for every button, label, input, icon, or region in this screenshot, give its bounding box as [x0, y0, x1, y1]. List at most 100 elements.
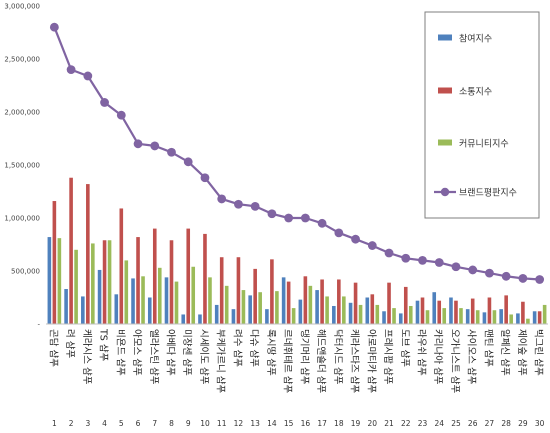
bar-1: [449, 297, 453, 324]
x-tick-label: 곤담 샴푸: [47, 329, 59, 367]
line-point: [167, 147, 176, 157]
bar-1: [499, 309, 503, 324]
rank-label: 17: [317, 419, 327, 428]
legend-swatch-1: [438, 34, 452, 41]
rank-label: 27: [485, 419, 495, 428]
bars: [47, 177, 547, 324]
rank-label: 3: [85, 419, 90, 428]
bar-2: [537, 311, 542, 324]
rank-label: 15: [284, 419, 294, 428]
y-tick-label: 1,000,000: [4, 215, 40, 223]
line-point: [150, 141, 160, 151]
line-point: [434, 258, 444, 267]
rank-label: 5: [119, 419, 124, 428]
bar-3: [241, 290, 246, 324]
y-tick-label: 1,500,000: [4, 162, 40, 170]
bar-2: [353, 282, 358, 324]
bar-1: [281, 277, 286, 324]
rank-label: 8: [169, 419, 174, 428]
bar-3: [124, 260, 129, 324]
x-tick-label: 려수 샴푸: [231, 329, 243, 367]
bar-3: [74, 249, 78, 324]
line-point: [351, 234, 360, 244]
bar-3: [208, 277, 212, 324]
bar-1: [214, 304, 219, 324]
line-point: [535, 275, 545, 284]
bar-2: [69, 177, 73, 324]
y-tick-label: -: [37, 321, 40, 329]
x-tick-label: 라우쉬 샴푸: [416, 329, 427, 376]
legend-label-4: 브랜드평판지수: [459, 188, 517, 199]
line-point: [317, 218, 327, 228]
x-tick-label: 시세이도 샴푸: [198, 329, 209, 385]
bar-2: [286, 281, 291, 324]
bar-3: [425, 310, 430, 324]
line-point: [468, 265, 478, 275]
line-point: [518, 274, 528, 283]
rank-label: 12: [234, 419, 244, 428]
legend-swatch-2: [438, 87, 452, 94]
bar-2: [303, 276, 308, 324]
x-tick-label: 록시땅 샴푸: [265, 329, 276, 376]
line-point: [250, 201, 260, 211]
line-point: [284, 213, 294, 223]
y-tick-label: 3,000,000: [4, 3, 40, 11]
bar-2: [52, 201, 57, 324]
bar-1: [415, 300, 420, 324]
bar-3: [475, 310, 480, 324]
x-tick-label: 다슈 샴푸: [248, 329, 259, 367]
line-point: [418, 256, 427, 265]
line-point: [66, 65, 76, 74]
y-axis: - 500,000 1,000,000 1,500,000 2,000,000 2,500…: [4, 3, 40, 329]
bar-1: [398, 313, 403, 324]
line-point: [334, 228, 344, 238]
bar-3: [258, 292, 262, 324]
line-point: [133, 139, 143, 149]
bar-1: [97, 269, 102, 324]
bar-3: [191, 266, 196, 324]
legend-swatch-3: [438, 139, 452, 146]
x-tick-label: 케라스타즈 샴푸: [349, 329, 360, 393]
x-tick-label: 닥터시드 샴푸: [332, 329, 343, 385]
line-point: [83, 71, 93, 81]
bar-1: [532, 311, 537, 324]
bar-1: [47, 237, 52, 324]
x-tick-label: 카리나아 샴푸: [432, 329, 443, 385]
y-tick-label: 2,000,000: [4, 109, 40, 117]
line-point: [384, 248, 394, 258]
line-point: [183, 157, 193, 167]
bar-2: [437, 300, 442, 324]
x-tick-label: 케라시스 샴푸: [81, 329, 92, 385]
bar-3: [358, 304, 363, 324]
rank-label: 6: [136, 419, 141, 428]
rank-label: 20: [368, 419, 378, 428]
bar-2: [86, 184, 90, 324]
x-tick-label: 엘라스틴 샴푸: [148, 329, 159, 385]
bar-1: [64, 289, 68, 324]
rank-label: 14: [267, 419, 277, 428]
bar-1: [181, 314, 186, 324]
x-tick-label: 아베다 샴푸: [165, 329, 176, 376]
x-tick-label: 오가니스트 샴푸: [449, 329, 460, 393]
x-tick-label: 미쟝센 샴푸: [181, 329, 192, 376]
rank-label: 26: [468, 419, 478, 428]
bar-3: [308, 285, 313, 324]
bar-2: [487, 297, 492, 324]
bar-3: [442, 308, 447, 324]
line-point: [451, 262, 461, 272]
line-point: [401, 253, 411, 263]
bar-2: [521, 301, 525, 324]
bar-1: [114, 294, 119, 324]
x-tick-label: 도브 샴푸: [399, 329, 410, 367]
bar-3: [224, 285, 229, 324]
bar-1: [382, 311, 386, 324]
rank-label: 16: [301, 419, 311, 428]
line-point: [49, 22, 59, 32]
bar-2: [219, 257, 224, 324]
bar-2: [186, 228, 191, 324]
rank-label: 24: [434, 419, 444, 428]
line-point: [367, 241, 377, 250]
